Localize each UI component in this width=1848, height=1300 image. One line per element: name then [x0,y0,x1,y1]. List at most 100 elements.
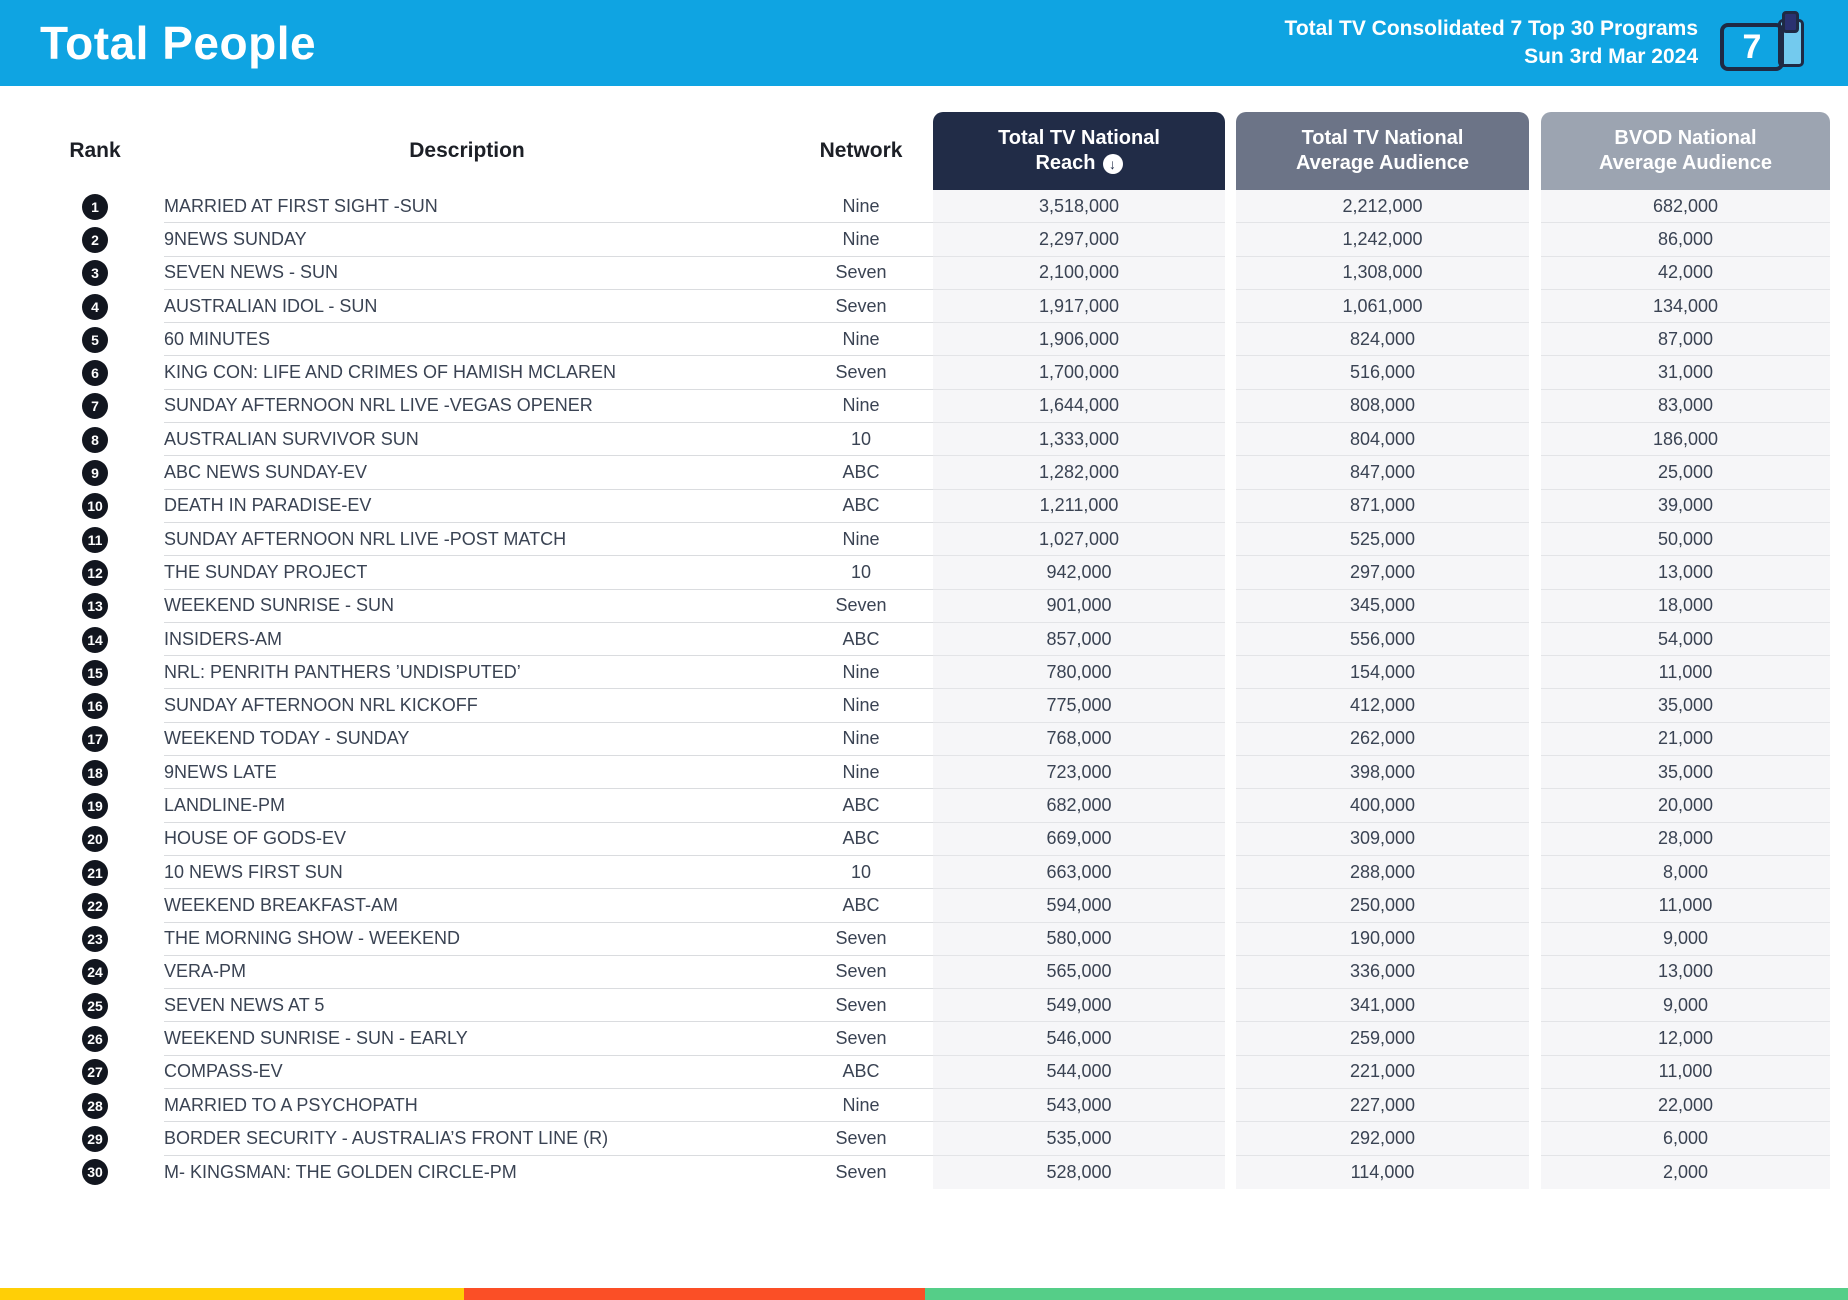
description-cell: AUSTRALIAN IDOL - SUN [164,290,789,324]
rank-cell: 18 [45,756,145,789]
description-cell: THE MORNING SHOW - WEEKEND [164,923,789,956]
column-gap [1529,1089,1541,1123]
table-row: 11 SUNDAY AFTERNOON NRL LIVE -POST MATCH… [45,522,1848,557]
table-row: 12 THE SUNDAY PROJECT 10 942,000 297,000… [45,556,1848,590]
total-tv-reach-cell: 1,700,000 [933,356,1225,390]
column-gap [1225,190,1236,224]
column-header-bvod-average[interactable]: BVOD National Average Audience [1541,112,1830,190]
bvod-average-cell: 9,000 [1541,989,1830,1023]
column-gap [1529,889,1541,923]
rank-cell: 28 [45,1089,145,1122]
network-cell: Seven [789,1022,933,1056]
rank-cell: 29 [45,1122,145,1155]
network-cell: ABC [789,490,933,523]
total-tv-reach-cell: 857,000 [933,622,1225,657]
rank-badge: 16 [82,693,108,720]
total-tv-reach-cell: 594,000 [933,889,1225,923]
sort-descending-icon[interactable]: ↓ [1102,153,1123,174]
total-tv-reach-cell: 549,000 [933,989,1225,1023]
total-tv-reach-cell: 3,518,000 [933,190,1225,224]
total-tv-average-cell: 297,000 [1236,556,1529,590]
rank-badge: 4 [82,293,108,320]
network-cell: Nine [789,723,933,757]
rank-badge: 12 [82,559,108,586]
column-gap [1529,289,1541,324]
total-tv-average-cell: 398,000 [1236,756,1529,790]
rank-badge: 1 [82,193,108,220]
description-cell: INSIDERS-AM [164,623,789,657]
footer-yellow-segment [0,1288,464,1300]
column-header-total-tv-reach[interactable]: Total TV National Reach ↓ [933,112,1225,190]
column-gap [1529,356,1541,390]
network-cell: Seven [789,956,933,990]
bvod-average-cell: 11,000 [1541,889,1830,923]
rank-cell: 12 [45,556,145,589]
column-gap [1529,256,1541,290]
description-cell: WEEKEND TODAY - SUNDAY [164,723,789,757]
total-tv-reach-cell: 580,000 [933,922,1225,956]
total-tv-reach-cell: 2,100,000 [933,256,1225,290]
network-cell: Seven [789,356,933,390]
table-body: 1 MARRIED AT FIRST SIGHT -SUN Nine 3,518… [45,190,1848,1189]
table-row: 13 WEEKEND SUNRISE - SUN Seven 901,000 3… [45,589,1848,623]
total-tv-average-cell: 262,000 [1236,722,1529,757]
bvod-average-cell: 83,000 [1541,389,1830,424]
total-tv-reach-cell: 546,000 [933,1022,1225,1056]
bvod-average-cell: 54,000 [1541,622,1830,657]
total-tv-average-cell: 1,308,000 [1236,256,1529,290]
column-header-rank: Rank [69,139,121,162]
table-row: 14 INSIDERS-AM ABC 857,000 556,000 54,00… [45,622,1848,657]
description-cell: SEVEN NEWS AT 5 [164,989,789,1023]
table-row: 7 SUNDAY AFTERNOON NRL LIVE -VEGAS OPENE… [45,389,1848,424]
network-cell: Nine [789,656,933,690]
table-row: 20 HOUSE OF GODS-EV ABC 669,000 309,000 … [45,822,1848,856]
rank-badge: 19 [82,792,108,819]
total-tv-average-cell: 259,000 [1236,1022,1529,1056]
total-tv-average-cell: 341,000 [1236,989,1529,1023]
total-tv-reach-cell: 1,282,000 [933,456,1225,490]
total-tv-average-cell: 250,000 [1236,889,1529,923]
column-gap [1225,656,1236,690]
total-tv-reach-cell: 682,000 [933,789,1225,823]
column-gap [1225,423,1236,457]
description-cell: 10 NEWS FIRST SUN [164,856,789,890]
total-tv-reach-cell: 942,000 [933,556,1225,590]
total-tv-average-cell: 345,000 [1236,589,1529,623]
rank-cell: 2 [45,223,145,256]
total-tv-average-cell: 412,000 [1236,689,1529,723]
column-gap [1529,722,1541,757]
network-cell: Seven [789,590,933,623]
column-gap [1225,1055,1236,1090]
total-tv-reach-cell: 723,000 [933,756,1225,790]
report-subtitle-line1: Total TV Consolidated 7 Top 30 Programs [1284,17,1698,41]
rank-cell: 14 [45,623,145,656]
network-cell: Nine [789,689,933,723]
description-cell: 60 MINUTES [164,323,789,357]
description-cell: THE SUNDAY PROJECT [164,556,789,590]
column-gap [1225,722,1236,757]
rank-badge: 24 [82,959,108,986]
description-cell: AUSTRALIAN SURVIVOR SUN [164,423,789,457]
total-tv-reach-cell: 1,906,000 [933,323,1225,357]
device-cap-icon [1782,11,1799,33]
rank-badge: 23 [82,926,108,953]
description-cell: 9NEWS SUNDAY [164,223,789,257]
description-cell: HOUSE OF GODS-EV [164,823,789,856]
column-gap [1529,489,1541,523]
total-tv-average-cell: 525,000 [1236,522,1529,557]
rank-badge: 27 [82,1059,108,1086]
column-gap [1225,1089,1236,1123]
column-gap [1225,589,1236,623]
network-cell: Nine [789,523,933,557]
rank-cell: 13 [45,590,145,623]
table-row: 3 SEVEN NEWS - SUN Seven 2,100,000 1,308… [45,256,1848,290]
rank-badge: 21 [82,859,108,886]
rank-badge: 2 [82,226,108,253]
column-header-total-tv-average[interactable]: Total TV National Average Audience [1236,112,1529,190]
total-tv-reach-cell: 1,917,000 [933,289,1225,324]
bvod-average-cell: 20,000 [1541,789,1830,823]
rank-cell: 22 [45,889,145,922]
table-header-row: Rank Description Network Total TV Nation… [45,112,1848,190]
rank-badge: 14 [82,626,108,653]
column-gap [1529,522,1541,557]
